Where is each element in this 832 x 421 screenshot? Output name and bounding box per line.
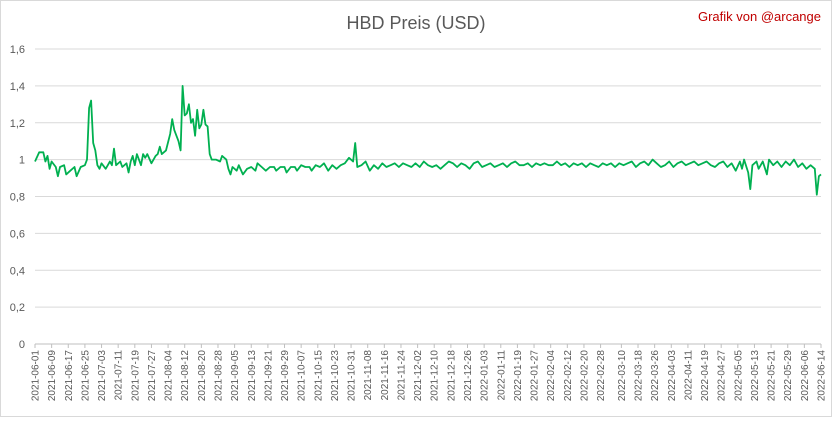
x-tick-label: 2021-08-28 [213, 350, 224, 402]
x-tick-label: 2021-09-05 [230, 350, 241, 402]
x-tick-label: 2022-04-11 [683, 350, 694, 401]
x-tick-label: 2021-08-12 [180, 350, 191, 402]
x-tick-label: 2022-03-18 [634, 350, 645, 402]
x-axis-ticks: 2021-06-01 2021-06-09 2021-06-17 2021-06-25… [31, 344, 828, 401]
x-tick-label: 2021-11-16 [380, 350, 391, 401]
y-tick-label: 0,6 [10, 228, 25, 240]
x-tick-label: 2021-06-25 [80, 350, 91, 402]
x-tick-label: 2021-07-27 [147, 350, 158, 402]
x-tick-label: 2022-06-14 [817, 350, 828, 402]
x-tick-label: 2021-11-24 [396, 350, 407, 401]
x-tick-label: 2022-03-26 [650, 350, 661, 402]
x-tick-label: 2022-01-03 [480, 350, 491, 402]
x-tick-label: 2022-01-11 [496, 350, 507, 401]
x-tick-label: 2021-10-23 [330, 350, 341, 402]
x-tick-label: 2022-06-06 [800, 350, 811, 402]
y-tick-label: 1 [19, 155, 25, 167]
chart-credit: Grafik von @arcange [697, 9, 821, 24]
y-axis-ticks: 0 0,2 0,4 0,6 0,8 1 1,2 1,4 1,6 [10, 44, 25, 351]
chart-title: HBD Preis (USD) [346, 13, 486, 33]
x-tick-label: 2021-06-17 [64, 350, 75, 402]
x-tick-label: 2021-12-18 [446, 350, 457, 402]
x-tick-label: 2021-06-09 [47, 350, 58, 402]
y-tick-label: 0,4 [10, 265, 25, 277]
x-tick-label: 2022-05-13 [750, 350, 761, 402]
x-tick-label: 2022-02-28 [596, 350, 607, 402]
x-tick-label: 2021-10-15 [313, 350, 324, 402]
x-tick-label: 2021-07-19 [130, 350, 141, 402]
x-tick-label: 2021-10-07 [297, 350, 308, 402]
x-tick-label: 2021-12-26 [463, 350, 474, 402]
y-tick-label: 1,4 [10, 81, 25, 93]
x-tick-label: 2021-06-01 [31, 350, 42, 402]
x-tick-label: 2021-09-29 [280, 350, 291, 402]
y-tick-label: 0,8 [10, 192, 25, 204]
series-layer [34, 85, 822, 196]
x-tick-label: 2022-01-19 [513, 350, 524, 402]
x-tick-label: 2022-02-04 [546, 350, 557, 402]
x-tick-label: 2021-07-03 [97, 350, 108, 402]
y-tick-label: 1,6 [10, 44, 25, 56]
x-tick-label: 2022-02-20 [579, 350, 590, 402]
y-tick-label: 1,2 [10, 118, 25, 130]
series-line [34, 85, 822, 196]
x-tick-label: 2021-09-13 [247, 350, 258, 402]
x-tick-label: 2021-09-21 [263, 350, 274, 402]
x-tick-label: 2021-12-02 [413, 350, 424, 402]
x-tick-label: 2021-08-04 [164, 350, 175, 402]
x-tick-label: 2022-05-05 [733, 350, 744, 402]
x-tick-label: 2022-04-19 [700, 350, 711, 402]
y-tick-label: 0 [19, 339, 25, 351]
x-tick-label: 2021-11-08 [363, 350, 374, 401]
y-tick-label: 0,2 [10, 302, 25, 314]
x-tick-label: 2021-10-31 [347, 350, 358, 402]
x-tick-label: 2021-07-11 [114, 350, 125, 401]
x-tick-label: 2022-01-27 [530, 350, 541, 402]
x-tick-label: 2022-05-21 [767, 350, 778, 402]
x-tick-label: 2022-02-12 [563, 350, 574, 402]
x-tick-label: 2022-05-29 [783, 350, 794, 402]
x-tick-label: 2022-04-27 [717, 350, 728, 402]
x-tick-label: 2022-04-03 [667, 350, 678, 402]
x-tick-label: 2022-03-10 [617, 350, 628, 402]
x-tick-label: 2021-12-10 [430, 350, 441, 402]
x-tick-label: 2021-08-20 [197, 350, 208, 402]
grid-lines [35, 48, 821, 345]
